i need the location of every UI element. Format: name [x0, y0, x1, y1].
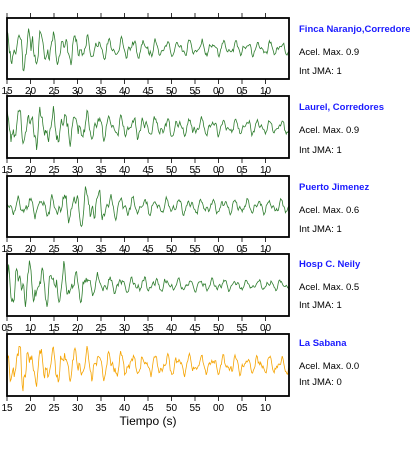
waveform-2 [6, 106, 289, 151]
tick-label: 25 [48, 403, 60, 414]
acel-max-2: Acel. Max. 0.9 [299, 125, 360, 136]
tick-label: 00 [213, 165, 225, 176]
station-name-3: Puerto Jimenez [299, 182, 370, 193]
panel-5: 15 20 25 30 35 40 45 50 55 00 05 10 [1, 329, 290, 414]
tick-label: 00 [213, 403, 225, 414]
int-jma-1: Int JMA: 1 [299, 66, 342, 77]
x-axis-label: Tiempo (s) [119, 414, 177, 428]
waveform-1 [6, 28, 289, 72]
waveform-3 [6, 186, 289, 228]
tick-label: 20 [72, 323, 84, 334]
tick-label: 40 [166, 323, 178, 334]
tick-label: 30 [72, 165, 84, 176]
tick-label: 20 [25, 165, 37, 176]
tick-label: 45 [142, 403, 154, 414]
int-jma-4: Int JMA: 1 [299, 300, 342, 311]
tick-label: 30 [72, 403, 84, 414]
waveform-4 [6, 260, 289, 307]
tick-label: 55 [189, 403, 201, 414]
int-jma-3: Int JMA: 1 [299, 224, 342, 235]
int-jma-5: Int JMA: 0 [299, 377, 342, 388]
acel-max-4: Acel. Max. 0.5 [299, 282, 360, 293]
tick-label: 45 [142, 165, 154, 176]
tick-label: 05 [236, 165, 248, 176]
tick-label: 55 [236, 323, 248, 334]
tick-label: 30 [119, 323, 131, 334]
tick-label: 15 [1, 165, 13, 176]
panel-3: 15 20 25 30 35 40 45 50 55 00 05 10 [1, 171, 290, 255]
station-name-5: La Sabana [299, 338, 347, 349]
tick-label: 50 [213, 323, 225, 334]
tick-label: 15 [48, 323, 60, 334]
tick-label: 40 [119, 403, 131, 414]
tick-label: 00 [260, 323, 272, 334]
tick-label: 35 [142, 323, 154, 334]
tick-label: 55 [189, 165, 201, 176]
panel-2: 15 20 25 30 35 40 45 50 55 00 05 10 [1, 91, 290, 176]
panel-frame-4 [6, 253, 290, 317]
tick-label: 50 [166, 165, 178, 176]
panel-4: 05 10 15 20 25 30 35 40 45 50 55 00 [1, 249, 290, 334]
station-name-4: Hosp C. Neily [299, 259, 361, 270]
tick-label: 15 [1, 403, 13, 414]
tick-label: 50 [166, 403, 178, 414]
acel-max-1: Acel. Max. 0.9 [299, 47, 360, 58]
station-name-1: Finca Naranjo,Corredores [299, 24, 410, 35]
tick-label: 35 [95, 165, 107, 176]
panel-frame-5 [6, 333, 290, 397]
tick-label: 10 [260, 165, 272, 176]
waveform-5 [6, 345, 289, 392]
tick-label: 25 [48, 165, 60, 176]
acel-max-3: Acel. Max. 0.6 [299, 205, 360, 216]
tick-label: 10 [25, 323, 37, 334]
tick-label: 35 [95, 403, 107, 414]
tick-label: 10 [260, 403, 272, 414]
tick-label: 05 [1, 323, 13, 334]
tick-label: 20 [25, 403, 37, 414]
tick-label: 45 [189, 323, 201, 334]
int-jma-2: Int JMA: 1 [299, 145, 342, 156]
panel-1: 15 20 25 30 35 40 45 50 55 00 05 10 [1, 13, 290, 97]
acel-max-5: Acel. Max. 0.0 [299, 361, 360, 372]
station-name-2: Laurel, Corredores [299, 102, 384, 113]
tick-label: 05 [236, 403, 248, 414]
tick-label: 40 [119, 165, 131, 176]
tick-label: 25 [95, 323, 107, 334]
